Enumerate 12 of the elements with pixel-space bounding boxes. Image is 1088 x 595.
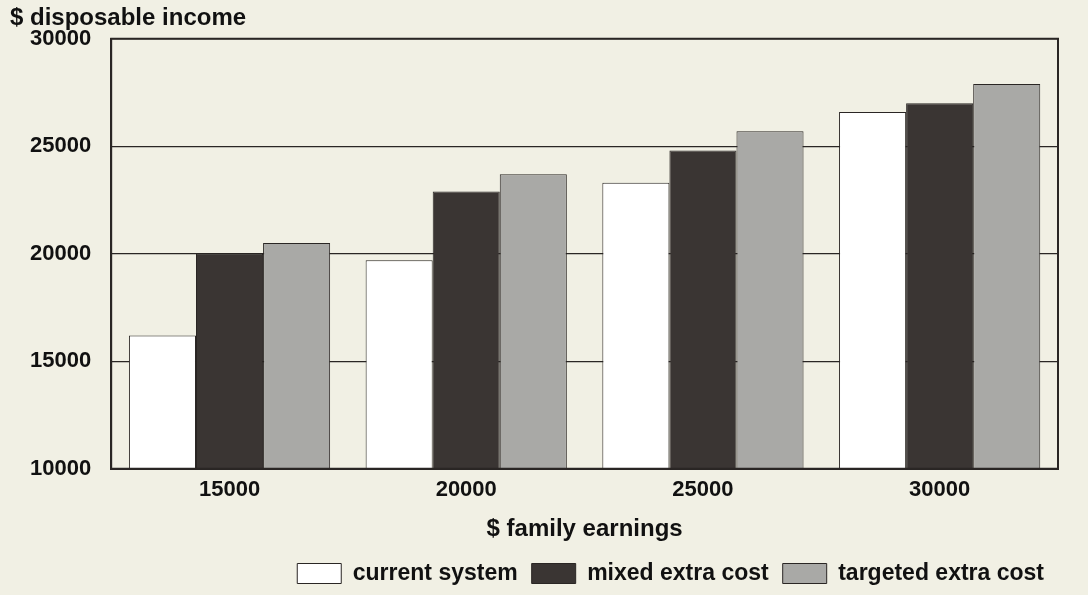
y-tick-label: 20000 (29, 239, 92, 265)
y-tick-label: 15000 (29, 347, 92, 373)
y-tick-label: 10000 (29, 454, 92, 480)
y-tick-label: 25000 (29, 132, 92, 158)
x-tick-label: 25000 (672, 476, 734, 502)
legend-label: targeted extra cost (838, 558, 1045, 585)
x-tick-label: 20000 (435, 476, 497, 502)
x-axis-title: $ family earnings (486, 514, 683, 542)
legend-label: current system (352, 558, 518, 585)
legend-label: mixed extra cost (587, 558, 770, 585)
x-tick-label: 30000 (909, 476, 971, 502)
x-tick-label: 15000 (198, 476, 261, 502)
